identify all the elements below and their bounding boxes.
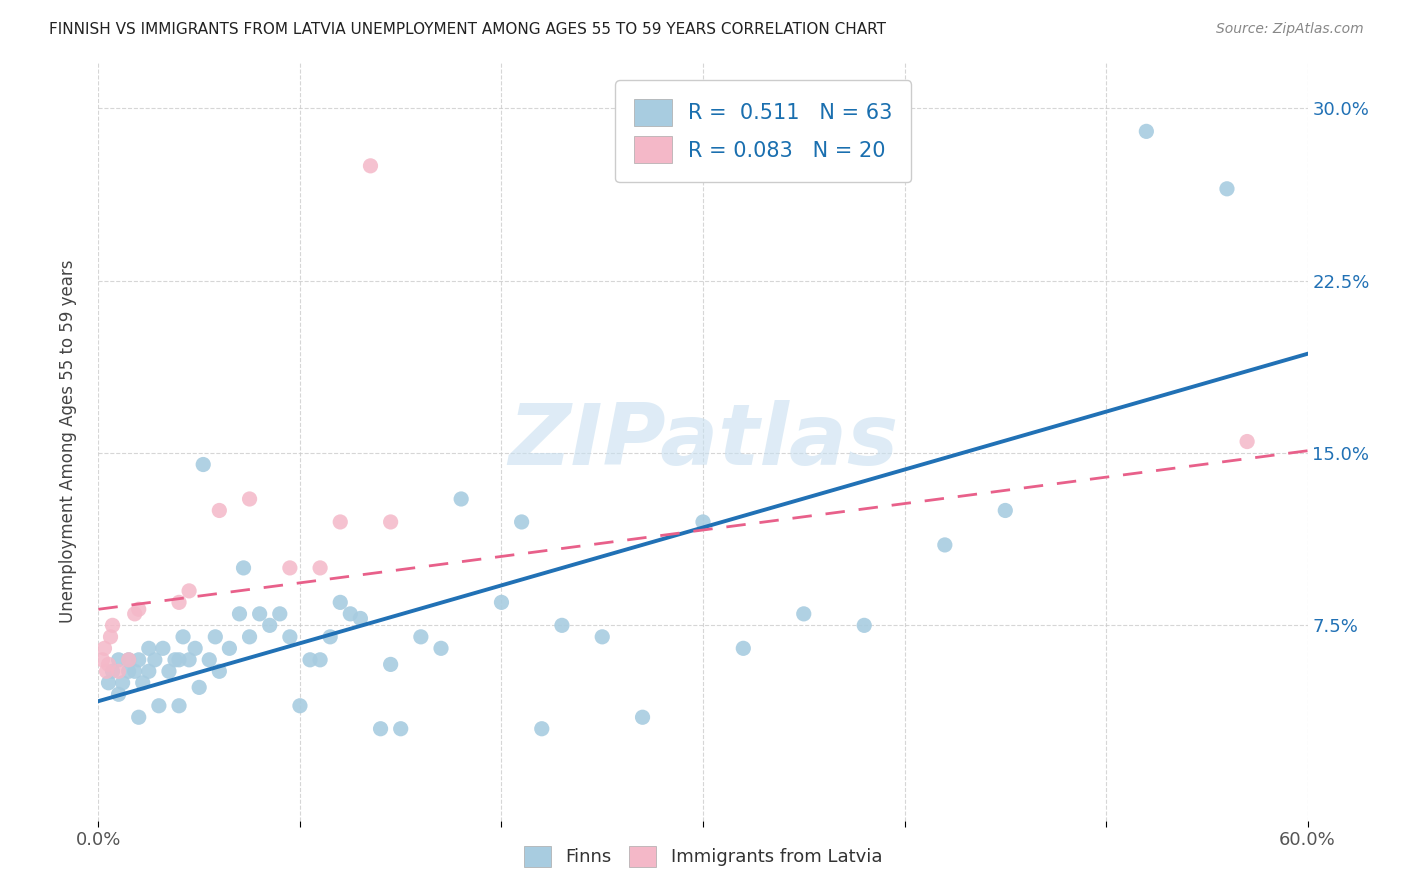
Point [232, 561, 254, 575]
Point [278, 630, 301, 644]
Point [188, 681, 211, 695]
Point [389, 722, 412, 736]
Point [278, 561, 301, 575]
Point [228, 607, 250, 621]
Point [309, 653, 332, 667]
Point [249, 607, 271, 621]
Text: FINNISH VS IMMIGRANTS FROM LATVIA UNEMPLOYMENT AMONG AGES 55 TO 59 YEARS CORRELA: FINNISH VS IMMIGRANTS FROM LATVIA UNEMPL… [49, 22, 886, 37]
Point [409, 630, 432, 644]
Point [138, 665, 160, 679]
Point [124, 607, 146, 621]
Point [692, 515, 714, 529]
Point [152, 641, 174, 656]
Point [218, 641, 240, 656]
Point [193, 458, 215, 472]
Point [172, 630, 194, 644]
Point [101, 665, 124, 679]
Point [551, 618, 574, 632]
Point [510, 515, 533, 529]
Point [101, 618, 124, 632]
Point [339, 607, 361, 621]
Point [370, 722, 392, 736]
Point [167, 698, 190, 713]
Point [96, 665, 118, 679]
Point [1216, 182, 1239, 196]
Point [107, 653, 129, 667]
Point [167, 653, 190, 667]
Point [124, 665, 146, 679]
Point [107, 665, 129, 679]
Legend: R =  0.511   N = 63, R = 0.083   N = 20: R = 0.511 N = 63, R = 0.083 N = 20 [616, 80, 911, 182]
Point [179, 583, 201, 598]
Point [259, 618, 281, 632]
Point [143, 653, 166, 667]
Point [148, 698, 170, 713]
Point [138, 641, 160, 656]
Point [118, 653, 141, 667]
Point [208, 503, 231, 517]
Point [163, 653, 186, 667]
Point [118, 653, 141, 667]
Point [288, 698, 311, 713]
Point [491, 595, 513, 609]
Point [239, 491, 262, 506]
Point [380, 515, 402, 529]
Point [430, 641, 453, 656]
Point [380, 657, 402, 672]
Point [733, 641, 755, 656]
Point [184, 641, 207, 656]
Point [631, 710, 654, 724]
Point [100, 630, 122, 644]
Point [157, 665, 180, 679]
Y-axis label: Unemployment Among Ages 55 to 59 years: Unemployment Among Ages 55 to 59 years [59, 260, 77, 624]
Point [204, 630, 226, 644]
Point [118, 665, 141, 679]
Legend: Finns, Immigrants from Latvia: Finns, Immigrants from Latvia [516, 838, 890, 874]
Point [208, 665, 231, 679]
Point [128, 710, 150, 724]
Point [107, 687, 129, 701]
Point [132, 675, 155, 690]
Point [309, 561, 332, 575]
Point [793, 607, 815, 621]
Point [530, 722, 553, 736]
Point [91, 653, 114, 667]
Point [1236, 434, 1258, 449]
Point [994, 503, 1017, 517]
Point [179, 653, 201, 667]
Point [1135, 124, 1157, 138]
Point [97, 657, 120, 672]
Text: Source: ZipAtlas.com: Source: ZipAtlas.com [1216, 22, 1364, 37]
Point [93, 641, 115, 656]
Point [128, 602, 150, 616]
Point [299, 653, 322, 667]
Point [349, 611, 371, 625]
Text: ZIPatlas: ZIPatlas [508, 400, 898, 483]
Point [934, 538, 956, 552]
Point [853, 618, 876, 632]
Point [329, 595, 352, 609]
Point [239, 630, 262, 644]
Point [360, 159, 382, 173]
Point [128, 653, 150, 667]
Point [329, 515, 352, 529]
Point [111, 675, 134, 690]
Point [198, 653, 221, 667]
Point [269, 607, 291, 621]
Point [450, 491, 472, 506]
Point [319, 630, 342, 644]
Point [97, 675, 120, 690]
Point [591, 630, 613, 644]
Point [167, 595, 190, 609]
